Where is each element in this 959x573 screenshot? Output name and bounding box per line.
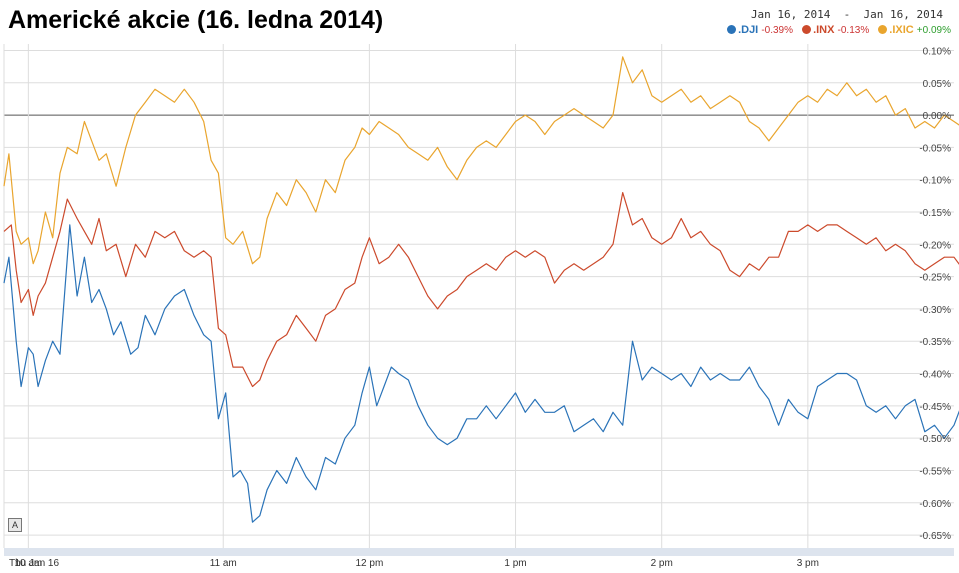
y-tick-label: -0.05% — [919, 143, 951, 154]
legend-item-dji[interactable]: .DJI -0.39% — [727, 24, 793, 36]
chart-title: Americké akcie (16. ledna 2014) — [8, 6, 384, 34]
x-tick-label: 11 am — [210, 558, 237, 569]
series-color-dot-icon — [878, 25, 888, 34]
legend: .DJI -0.39% .INX -0.13% .IXIC +0.09% — [721, 24, 951, 36]
x-tick-label: 10 am — [14, 558, 42, 569]
x-axis-band-fill — [4, 548, 954, 556]
y-tick-label: -0.45% — [919, 402, 951, 413]
y-tick-label: 0.00% — [923, 111, 951, 122]
grid — [3, 44, 954, 548]
y-tick-label: -0.10% — [919, 176, 951, 187]
legend-series-name: .INX — [813, 24, 835, 36]
legend-item-ixic[interactable]: .IXIC +0.09% — [878, 24, 951, 36]
series-color-dot-icon — [802, 25, 812, 34]
legend-series-name: .DJI — [738, 24, 759, 36]
annotation-toggle-button[interactable]: A — [8, 518, 22, 532]
legend-series-change: +0.09% — [916, 25, 951, 36]
series-line-dji[interactable] — [3, 224, 959, 523]
x-tick-label: Thu Jan 16 — [9, 558, 59, 569]
date-range-label: Jan 16, 2014 - Jan 16, 2014 — [750, 8, 943, 21]
series-color-dot-icon — [727, 25, 737, 34]
y-tick-label: -0.50% — [919, 434, 951, 445]
y-axis: 0.10% 0.05% 0.00% -0.05% -0.10% -0.15% -0.20% -… — [919, 46, 951, 542]
y-tick-label: -0.40% — [919, 370, 951, 381]
x-axis-band — [4, 548, 954, 556]
series-line-ixic[interactable] — [3, 56, 959, 265]
plot-area[interactable] — [3, 56, 959, 523]
y-tick-label: -0.15% — [919, 208, 951, 219]
y-tick-label: 0.05% — [923, 79, 951, 90]
legend-series-change: -0.13% — [837, 25, 870, 36]
legend-series-change: -0.39% — [761, 25, 793, 36]
y-tick-label: -0.20% — [919, 240, 951, 251]
y-tick-label: -0.55% — [919, 466, 951, 477]
y-tick-label: -0.35% — [919, 337, 951, 348]
legend-series-name: .IXIC — [889, 24, 914, 36]
legend-item-inx[interactable]: .INX -0.13% — [802, 24, 869, 36]
y-tick-label: -0.60% — [919, 499, 951, 510]
x-tick-label: 2 pm — [651, 558, 673, 569]
y-tick-label: -0.25% — [919, 273, 951, 284]
series-line-inx[interactable] — [3, 192, 959, 388]
y-tick-label: -0.65% — [919, 531, 951, 542]
y-tick-label: -0.30% — [919, 305, 951, 316]
x-tick-label: 1 pm — [504, 558, 526, 569]
y-tick-label: 0.10% — [923, 46, 951, 57]
x-tick-label: 12 pm — [355, 558, 383, 569]
x-tick-label: 3 pm — [797, 558, 819, 569]
